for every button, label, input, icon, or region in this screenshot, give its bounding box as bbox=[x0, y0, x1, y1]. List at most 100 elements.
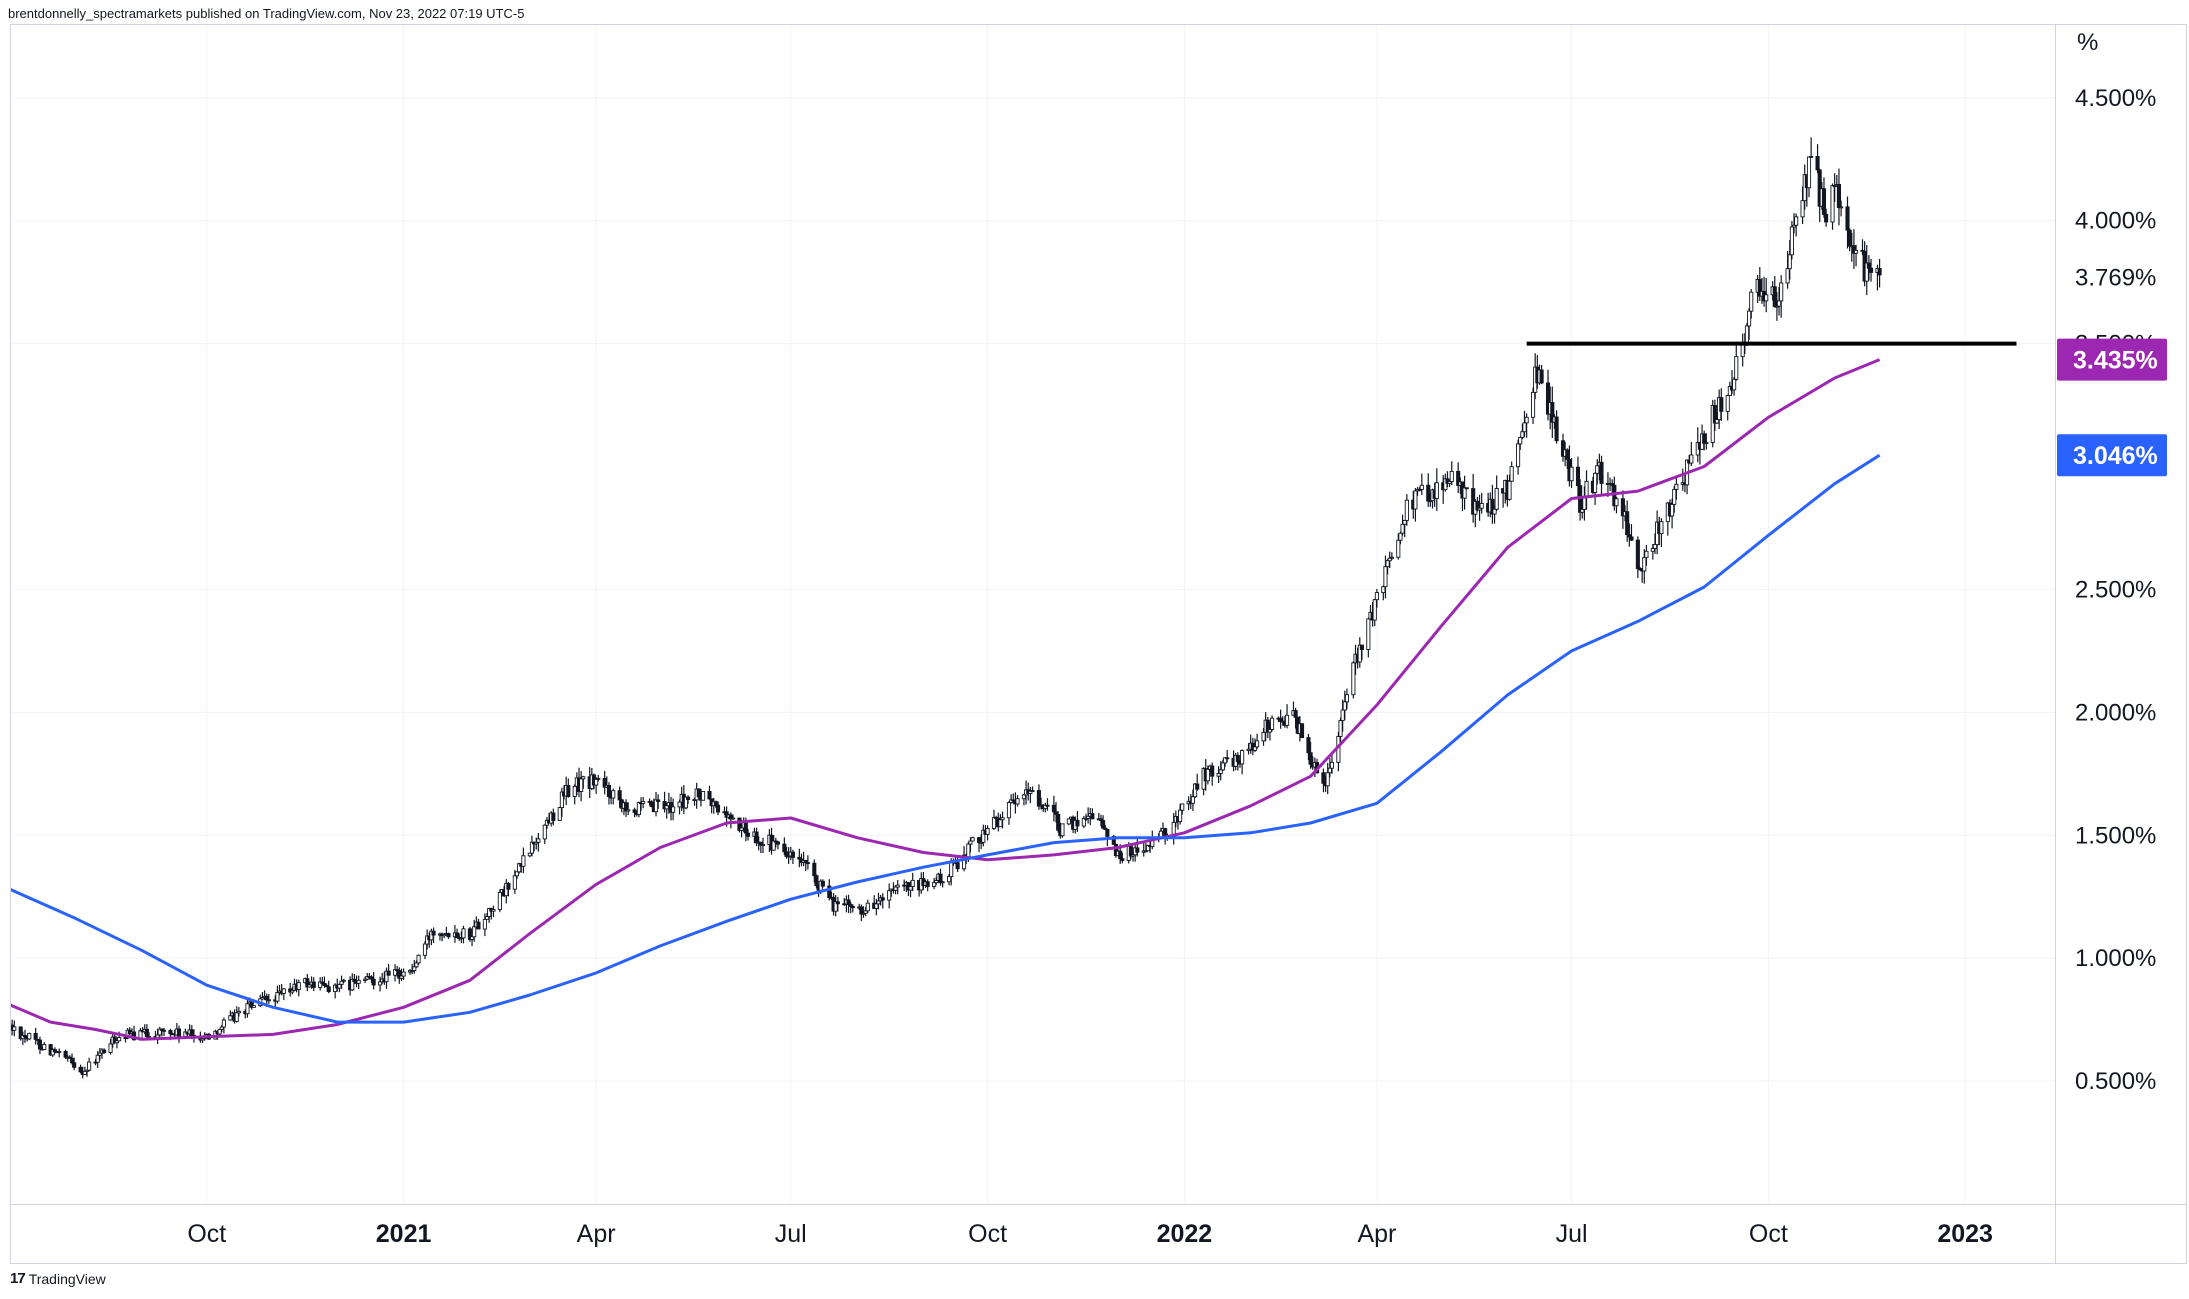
candle-up bbox=[701, 790, 706, 801]
candle-down bbox=[1299, 723, 1305, 739]
candle-down bbox=[1845, 206, 1850, 231]
candle-up bbox=[1492, 508, 1497, 515]
candle-up bbox=[1178, 809, 1183, 823]
candle-up bbox=[1494, 488, 1499, 510]
candle-up bbox=[217, 1028, 222, 1035]
candle-down bbox=[1235, 755, 1240, 762]
tradingview-logo-icon: 17 bbox=[10, 1270, 26, 1287]
candle-down bbox=[78, 1066, 83, 1073]
candle-up bbox=[594, 778, 599, 786]
grid bbox=[10, 24, 2055, 1204]
candle-up bbox=[356, 979, 361, 984]
candle-up bbox=[1642, 557, 1647, 572]
candle-up bbox=[1794, 216, 1799, 226]
candle-up bbox=[1509, 466, 1514, 482]
candle-down bbox=[386, 970, 391, 976]
candle-down bbox=[632, 809, 637, 813]
candle-down bbox=[1105, 828, 1110, 837]
candle-up bbox=[626, 809, 631, 812]
candle-up bbox=[1081, 817, 1086, 827]
candle-down bbox=[1308, 752, 1313, 765]
candle-up bbox=[1338, 720, 1343, 737]
candle-up bbox=[760, 844, 766, 846]
candle-down bbox=[455, 932, 460, 938]
candle-down bbox=[33, 1032, 38, 1040]
candle-down bbox=[176, 1028, 182, 1037]
candle-up bbox=[1644, 550, 1649, 559]
candle-up bbox=[1261, 731, 1266, 742]
candle-up bbox=[296, 982, 301, 990]
x-tick-label: Apr bbox=[1357, 1220, 1396, 1248]
candle-down bbox=[102, 1049, 107, 1053]
moving-average-blue-value: 3.046% bbox=[2073, 442, 2158, 470]
candle-up bbox=[290, 989, 295, 993]
candle-up bbox=[1522, 422, 1527, 433]
candle-up bbox=[1593, 472, 1598, 493]
candle-up bbox=[1734, 356, 1739, 380]
candle-up bbox=[1800, 200, 1805, 218]
candle-up bbox=[1854, 249, 1859, 254]
candle-up bbox=[968, 840, 973, 845]
tradingview-footer[interactable]: 17 TradingView bbox=[10, 1270, 106, 1287]
candle-up bbox=[236, 1010, 241, 1014]
chart-area[interactable]: 0.500%1.000%1.500%2.000%2.500%3.500%4.00… bbox=[7, 24, 2187, 1264]
candle-down bbox=[686, 796, 691, 800]
candle-up bbox=[1340, 709, 1345, 721]
candle-up bbox=[1839, 206, 1844, 209]
candle-down bbox=[1702, 433, 1707, 444]
candle-up bbox=[664, 805, 669, 810]
last-price-label-bg bbox=[2057, 258, 2185, 297]
y-tick-label: 0.500% bbox=[2075, 1068, 2156, 1095]
candle-up bbox=[1329, 761, 1335, 769]
candle-up bbox=[1419, 484, 1424, 490]
candle-down bbox=[1321, 772, 1326, 784]
candle-up bbox=[1066, 818, 1071, 825]
candle-down bbox=[1359, 644, 1364, 650]
candle-up bbox=[1747, 310, 1752, 327]
candle-up bbox=[1749, 291, 1754, 312]
moving-average-purple-value-badge bbox=[2057, 338, 2167, 381]
candle-down bbox=[1815, 156, 1820, 171]
y-tick-label: 4.000% bbox=[2075, 208, 2156, 235]
candle-up bbox=[557, 807, 562, 821]
candle-up bbox=[1381, 586, 1386, 594]
candle-up bbox=[1595, 465, 1600, 474]
candle-down bbox=[782, 843, 787, 853]
candle-down bbox=[925, 881, 930, 887]
candle-up bbox=[1744, 325, 1750, 344]
candle-up bbox=[596, 777, 601, 780]
candle-down bbox=[1045, 804, 1050, 807]
candle-up bbox=[82, 1070, 87, 1075]
candle-down bbox=[1629, 536, 1634, 541]
x-tick-label: 2022 bbox=[1157, 1220, 1213, 1248]
x-tick-label: Oct bbox=[1749, 1220, 1788, 1248]
candle-down bbox=[1075, 819, 1080, 827]
candle-up bbox=[401, 971, 406, 977]
candle-up bbox=[87, 1061, 92, 1071]
candle-down bbox=[1101, 820, 1106, 829]
candle-down bbox=[168, 1030, 173, 1035]
candle-down bbox=[467, 928, 472, 940]
candle-down bbox=[1868, 267, 1874, 273]
candle-up bbox=[1028, 790, 1033, 794]
candle-up bbox=[1785, 268, 1790, 284]
candle-up bbox=[1402, 519, 1407, 525]
candle-down bbox=[72, 1062, 77, 1068]
candle-down bbox=[1772, 286, 1777, 307]
candle-up bbox=[1342, 701, 1347, 711]
candle-up bbox=[1205, 768, 1210, 782]
x-tick-label: Oct bbox=[187, 1220, 226, 1248]
candle-up bbox=[491, 909, 496, 912]
price-chart[interactable]: 0.500%1.000%1.500%2.000%2.500%3.500%4.00… bbox=[7, 24, 2187, 1264]
candle-down bbox=[1051, 804, 1056, 813]
candle-up bbox=[1030, 790, 1035, 793]
candle-up bbox=[1732, 378, 1737, 391]
candle-up bbox=[981, 829, 986, 843]
candle-down bbox=[189, 1029, 194, 1036]
candle-down bbox=[1550, 402, 1555, 423]
candle-up bbox=[1569, 466, 1574, 482]
candle-down bbox=[1539, 369, 1544, 384]
candle-up bbox=[1374, 592, 1379, 601]
candle-up bbox=[108, 1043, 113, 1053]
candle-up bbox=[1372, 599, 1377, 621]
